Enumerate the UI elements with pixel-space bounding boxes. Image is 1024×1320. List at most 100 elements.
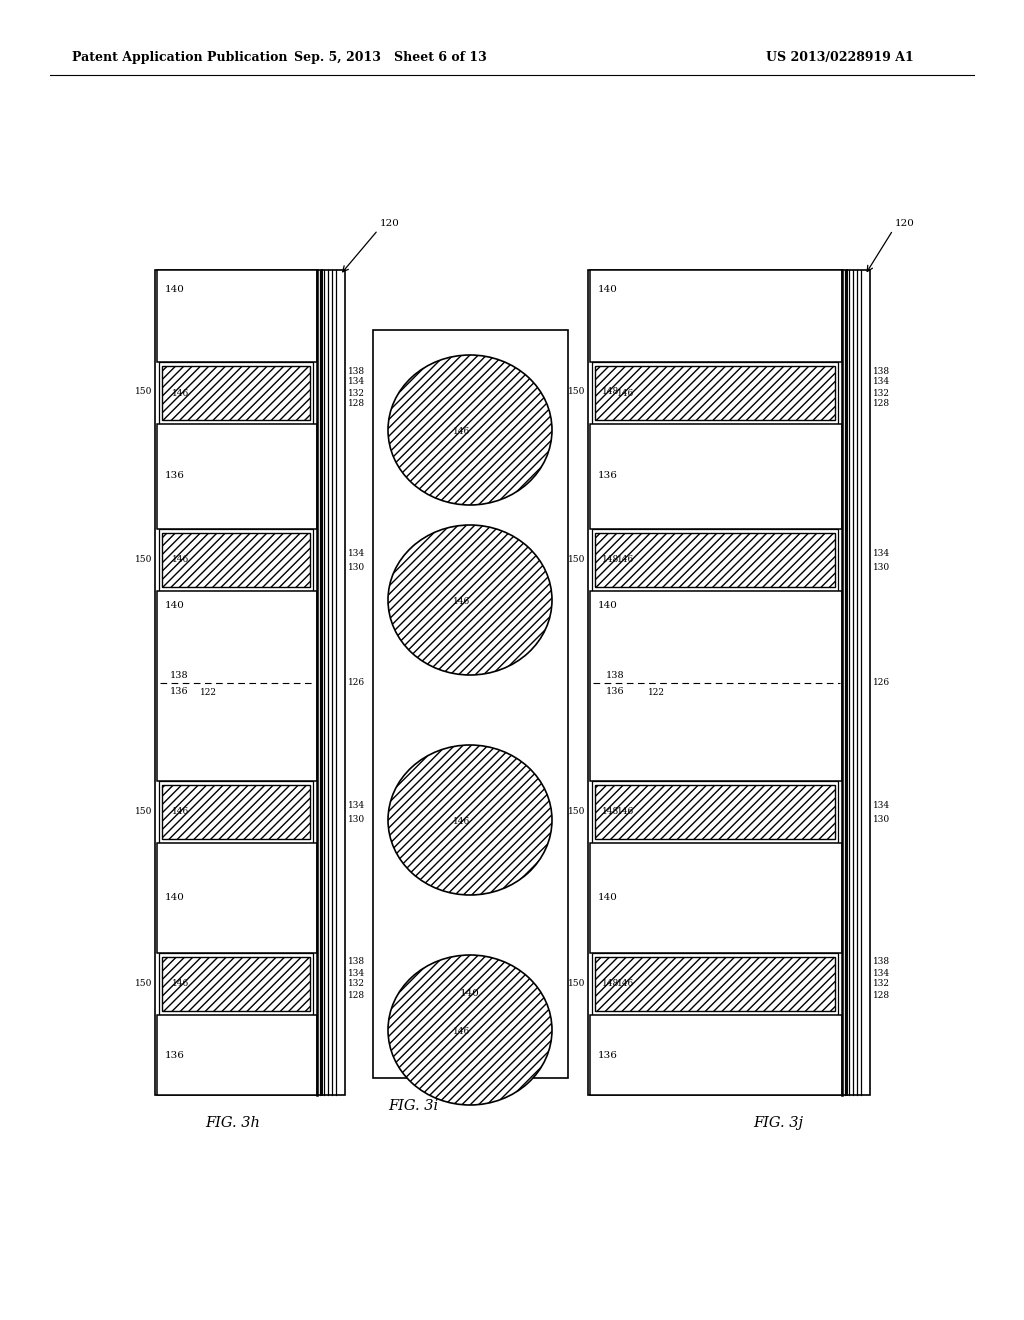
Text: 140: 140 <box>165 285 185 294</box>
Bar <box>592 953 838 1015</box>
Text: FIG. 3h: FIG. 3h <box>205 1115 260 1130</box>
Ellipse shape <box>388 954 552 1105</box>
Text: 148: 148 <box>602 807 620 816</box>
Text: 132: 132 <box>873 388 890 397</box>
Bar <box>588 271 870 1096</box>
Text: 126: 126 <box>348 678 366 686</box>
Bar <box>159 781 313 843</box>
Text: Sep. 5, 2013   Sheet 6 of 13: Sep. 5, 2013 Sheet 6 of 13 <box>294 51 486 65</box>
Text: 134: 134 <box>873 378 890 387</box>
Bar <box>595 957 835 1011</box>
Text: 134: 134 <box>348 801 366 810</box>
Text: 128: 128 <box>348 400 366 408</box>
Bar <box>595 366 835 420</box>
Bar <box>595 533 835 587</box>
Text: 146: 146 <box>454 428 471 437</box>
Text: 146: 146 <box>617 808 635 817</box>
Bar <box>592 781 838 843</box>
Text: 150: 150 <box>567 978 585 987</box>
Text: 140: 140 <box>165 602 185 610</box>
Text: 120: 120 <box>380 219 400 227</box>
Text: 128: 128 <box>873 990 890 999</box>
Text: 140: 140 <box>598 894 617 903</box>
Text: 136: 136 <box>165 1051 185 1060</box>
Text: 138: 138 <box>348 957 366 966</box>
Text: 134: 134 <box>348 969 366 978</box>
Bar <box>590 1015 842 1096</box>
Bar <box>159 362 313 424</box>
Text: 136: 136 <box>598 1051 617 1060</box>
Text: 130: 130 <box>873 816 890 825</box>
Text: 134: 134 <box>873 969 890 978</box>
Text: 146: 146 <box>454 598 471 606</box>
Text: 148: 148 <box>602 978 620 987</box>
Text: 140: 140 <box>165 894 185 903</box>
Text: 138: 138 <box>873 957 890 966</box>
Text: 146: 146 <box>172 388 189 397</box>
Bar <box>162 366 310 420</box>
Text: 120: 120 <box>895 219 914 227</box>
Text: 150: 150 <box>134 807 152 816</box>
Bar <box>590 843 842 953</box>
Text: 130: 130 <box>348 816 366 825</box>
Ellipse shape <box>388 525 552 675</box>
Text: 150: 150 <box>134 388 152 396</box>
Text: 122: 122 <box>648 688 665 697</box>
Text: US 2013/0228919 A1: US 2013/0228919 A1 <box>766 51 913 65</box>
Bar <box>157 843 317 953</box>
Text: 132: 132 <box>348 388 365 397</box>
Text: 138: 138 <box>348 367 366 375</box>
Bar <box>157 591 317 781</box>
Text: 138: 138 <box>170 672 188 681</box>
Bar <box>590 424 842 529</box>
Text: 150: 150 <box>567 388 585 396</box>
Bar <box>590 271 842 362</box>
Text: 126: 126 <box>873 678 890 686</box>
Bar <box>162 957 310 1011</box>
Text: 132: 132 <box>873 979 890 989</box>
Bar <box>595 785 835 840</box>
Text: 134: 134 <box>873 801 890 810</box>
Text: 146: 146 <box>172 979 189 989</box>
Bar <box>162 533 310 587</box>
Bar <box>159 529 313 591</box>
Bar <box>373 330 568 1078</box>
Text: 150: 150 <box>567 554 585 564</box>
Text: 134: 134 <box>348 378 366 387</box>
Text: 122: 122 <box>200 688 217 697</box>
Text: 138: 138 <box>606 672 625 681</box>
Text: 140: 140 <box>598 285 617 294</box>
Text: 136: 136 <box>165 471 185 480</box>
Text: 136: 136 <box>170 686 188 696</box>
Text: 136: 136 <box>606 686 625 696</box>
Bar <box>155 271 345 1096</box>
Text: 146: 146 <box>172 808 189 817</box>
Text: 134: 134 <box>873 549 890 558</box>
Text: FIG. 3j: FIG. 3j <box>753 1115 803 1130</box>
Text: 146: 146 <box>454 817 471 826</box>
Text: 136: 136 <box>598 471 617 480</box>
Text: 150: 150 <box>567 807 585 816</box>
Text: 128: 128 <box>348 990 366 999</box>
Text: 130: 130 <box>873 564 890 573</box>
Text: 148: 148 <box>602 388 620 396</box>
Text: 132: 132 <box>348 979 365 989</box>
Ellipse shape <box>388 744 552 895</box>
Bar <box>157 424 317 529</box>
Text: 130: 130 <box>348 564 366 573</box>
Text: 146: 146 <box>617 556 635 565</box>
Text: 138: 138 <box>873 367 890 375</box>
Text: 150: 150 <box>134 978 152 987</box>
Text: 146: 146 <box>454 1027 471 1036</box>
Text: 150: 150 <box>134 554 152 564</box>
Bar <box>592 362 838 424</box>
Text: 128: 128 <box>873 400 890 408</box>
Text: 146: 146 <box>617 979 635 989</box>
Text: 146: 146 <box>617 388 635 397</box>
Text: 134: 134 <box>348 549 366 558</box>
Bar <box>162 785 310 840</box>
Bar <box>590 591 842 781</box>
Text: FIG. 3i: FIG. 3i <box>388 1100 438 1113</box>
Bar <box>159 953 313 1015</box>
Bar <box>592 529 838 591</box>
